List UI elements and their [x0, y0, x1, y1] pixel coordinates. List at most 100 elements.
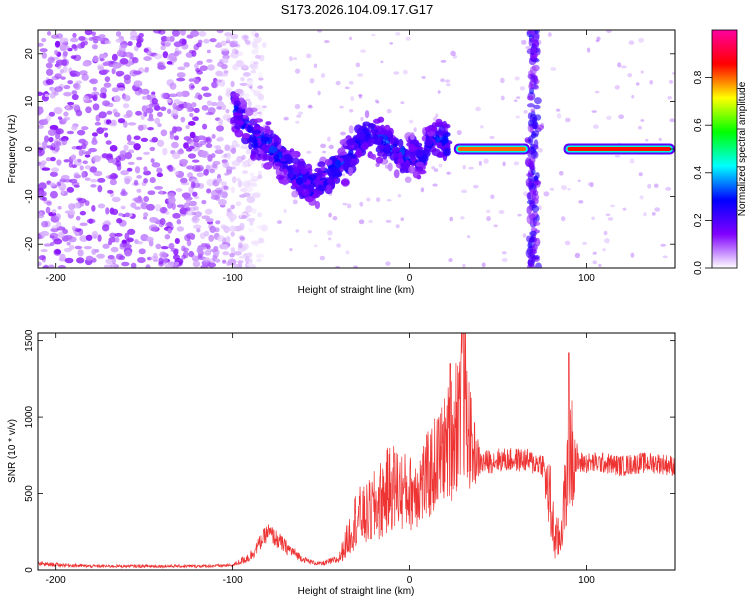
spectrogram-cell	[523, 110, 528, 114]
spectrogram-cell	[245, 148, 253, 155]
spectrogram-cell	[567, 188, 571, 191]
spectrogram-cell	[196, 60, 204, 65]
spectrogram-cell	[631, 94, 635, 99]
spectrogram-cell	[313, 244, 318, 248]
spectrogram-cell	[159, 251, 167, 258]
spectrogram-cell	[295, 120, 300, 124]
spectrogram-cell	[156, 167, 163, 174]
spectrogram-cell	[150, 158, 155, 163]
spectrogram-cell	[249, 172, 255, 178]
spectrogram-cell	[242, 93, 250, 99]
spectrogram-cell	[70, 154, 76, 161]
spectrogram-cell	[120, 205, 126, 210]
snr-xlabel: Height of straight line (km)	[298, 586, 415, 597]
spectrogram-cell	[250, 150, 257, 156]
spectrogram-cell	[107, 240, 113, 246]
spectrogram-cell	[115, 160, 122, 167]
spectrogram-cell	[38, 146, 43, 154]
spectrogram-cell	[57, 116, 63, 120]
spectrogram-line-core	[457, 147, 526, 151]
spectrogram-cell	[358, 94, 363, 99]
spectrogram-cell	[162, 147, 168, 156]
spectrogram-cell	[206, 188, 212, 194]
spectrogram-cell	[222, 251, 230, 256]
spectrogram-cell	[107, 189, 114, 194]
spectrogram-cell	[143, 166, 148, 172]
spectrogram-cell	[342, 161, 351, 171]
spectrogram-cell	[643, 212, 647, 217]
spectrogram-cell	[223, 225, 230, 234]
spectrogram-cell	[81, 171, 86, 179]
spectrogram-cell	[100, 40, 105, 45]
spectrogram-cell	[221, 104, 227, 111]
spectrogram-cell	[123, 74, 131, 81]
spectrogram-cell	[238, 234, 245, 239]
spectrogram-cell	[440, 59, 447, 63]
spectrogram-cell	[216, 178, 221, 184]
spectrogram-cell	[236, 155, 244, 163]
spectrogram-cell	[61, 118, 68, 123]
spectrogram-cell	[101, 153, 109, 159]
spectrogram-cell	[71, 90, 78, 95]
spectrogram-cell	[319, 255, 325, 261]
spectrogram-cell	[127, 161, 135, 165]
spectrogram-cell	[276, 174, 285, 180]
spectrogram-cell	[181, 254, 186, 260]
spectrogram-cell	[582, 241, 587, 245]
spectrogram-cell	[111, 208, 119, 216]
spectrogram-cell	[268, 157, 274, 162]
spectrogram-cell	[65, 104, 70, 109]
spectrogram-cell	[85, 234, 93, 241]
spectrogram-cell	[92, 103, 100, 111]
spectrogram-cell	[49, 171, 58, 177]
spectrogram-cell	[250, 175, 259, 182]
spectrogram-cell	[332, 215, 338, 221]
spectrogram-cell	[627, 73, 633, 78]
spectrogram-cell	[239, 237, 245, 243]
spectrogram-cell	[55, 132, 61, 140]
spectrogram-cell	[190, 30, 200, 37]
spectrogram-cell	[500, 95, 505, 101]
spectrogram-cell	[348, 166, 354, 175]
spectrogram-cell	[119, 242, 127, 248]
spectrogram-cell	[533, 221, 541, 226]
spectrogram-cell	[373, 133, 379, 141]
spectrogram-cell	[38, 261, 42, 267]
spectrogram-cell	[171, 141, 179, 149]
spectrogram-cell	[389, 42, 394, 45]
spectrogram-cell	[38, 107, 44, 115]
spectrogram-cell	[635, 82, 640, 86]
spectrogram-cell	[294, 68, 301, 74]
spectrogram-cell	[229, 252, 235, 258]
spectrogram-cell	[414, 142, 423, 148]
spectrogram-cell	[280, 178, 290, 185]
spectrogram-cell	[186, 239, 192, 247]
spectrogram-cell	[556, 113, 562, 119]
spectrogram-cell	[591, 110, 597, 113]
spectrogram-cell	[79, 202, 85, 207]
spectrogram-cell	[385, 261, 391, 266]
spectrogram-cell	[169, 82, 177, 90]
spectrogram-cell	[630, 252, 635, 258]
spectrogram-cell	[614, 85, 620, 90]
spectrogram-cell	[369, 153, 374, 159]
spectrogram-cell	[84, 177, 91, 181]
spectrogram-cell	[358, 219, 365, 225]
spectrogram-cell	[313, 63, 318, 68]
spectrogram-cell	[177, 127, 182, 132]
spectrogram-cell	[200, 150, 209, 159]
spectrogram-cell	[296, 165, 306, 170]
spectrogram-cell	[166, 60, 173, 65]
spectrogram-cell	[107, 159, 115, 164]
spectrogram-cell	[140, 112, 145, 120]
spectrogram-xlabel: Height of straight line (km)	[298, 285, 415, 296]
spectrogram-cell	[68, 209, 76, 216]
spectrogram-cell	[420, 187, 425, 193]
spectrogram-cell	[402, 163, 410, 170]
spectrogram-cell	[391, 145, 400, 154]
spectrogram-cell	[530, 108, 536, 113]
spectrogram-cell	[360, 142, 369, 151]
spectrogram-cell	[251, 30, 257, 37]
